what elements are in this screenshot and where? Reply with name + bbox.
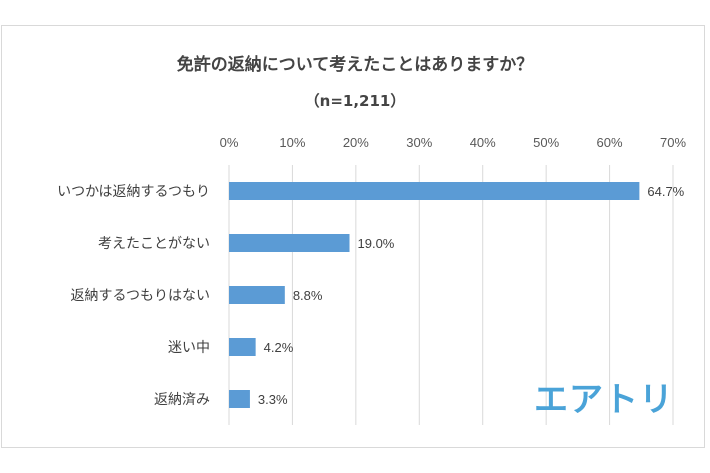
data-label: 4.2% bbox=[264, 340, 294, 355]
category-label: 迷い中 bbox=[168, 340, 210, 356]
bar bbox=[229, 390, 250, 408]
category-label: 考えたことがない bbox=[98, 236, 210, 252]
x-tick-label: 20% bbox=[343, 135, 369, 150]
x-tick-label: 40% bbox=[470, 135, 496, 150]
chart-frame bbox=[1, 25, 705, 448]
airtrip-logo: エアトリ bbox=[534, 380, 674, 420]
bar bbox=[229, 286, 285, 304]
x-tick-label: 50% bbox=[533, 135, 559, 150]
data-label: 64.7% bbox=[647, 184, 684, 199]
category-label: 返納するつもりはない bbox=[71, 288, 210, 304]
bar bbox=[229, 338, 256, 356]
chart-subtitle: （n=1,211） bbox=[304, 92, 406, 110]
data-label: 19.0% bbox=[358, 236, 395, 251]
data-label: 8.8% bbox=[293, 288, 323, 303]
data-label: 3.3% bbox=[258, 392, 288, 407]
x-tick-label: 0% bbox=[220, 135, 239, 150]
category-label: いつかは返納するつもり bbox=[57, 184, 210, 200]
bar bbox=[229, 234, 350, 252]
x-tick-label: 70% bbox=[660, 135, 686, 150]
category-label: 返納済み bbox=[154, 392, 210, 408]
x-tick-label: 10% bbox=[279, 135, 305, 150]
chart-title: 免許の返納について考えたことはありますか？ bbox=[176, 55, 534, 75]
bar bbox=[229, 182, 640, 200]
x-tick-label: 30% bbox=[406, 135, 432, 150]
x-tick-label: 60% bbox=[597, 135, 623, 150]
